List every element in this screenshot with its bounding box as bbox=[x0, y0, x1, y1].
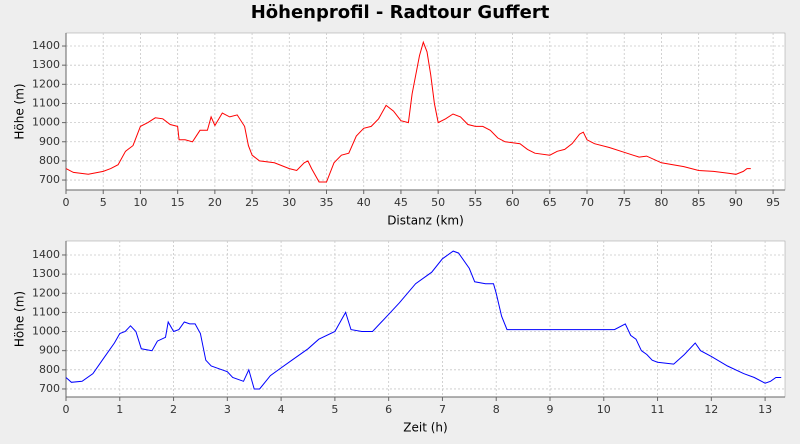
y-tick-label: 900 bbox=[39, 344, 60, 357]
x-tick-label: 9 bbox=[546, 403, 553, 416]
x-tick-label: 35 bbox=[320, 196, 334, 209]
x-tick-label: 80 bbox=[654, 196, 668, 209]
y-tick-label: 1200 bbox=[32, 286, 60, 299]
x-tick-label: 13 bbox=[758, 403, 772, 416]
x-tick-label: 0 bbox=[63, 403, 70, 416]
x-tick-label: 95 bbox=[766, 196, 780, 209]
y-tick-label: 1300 bbox=[32, 58, 60, 71]
y-tick-label: 1400 bbox=[32, 39, 60, 52]
x-tick-label: 25 bbox=[245, 196, 259, 209]
elevation-line bbox=[65, 250, 782, 390]
x-axis-label: Distanz (km) bbox=[387, 214, 464, 228]
plot-area bbox=[65, 240, 786, 398]
elevation-line bbox=[65, 40, 751, 183]
x-tick-label: 90 bbox=[729, 196, 743, 209]
chart-title: Höhenprofil - Radtour Guffert bbox=[251, 2, 550, 23]
x-tick-label: 11 bbox=[651, 403, 665, 416]
x-tick-label: 65 bbox=[543, 196, 557, 209]
x-tick-label: 15 bbox=[171, 196, 185, 209]
x-tick-label: 5 bbox=[331, 403, 338, 416]
x-tick-label: 12 bbox=[704, 403, 718, 416]
x-tick-label: 2 bbox=[170, 403, 177, 416]
y-tick-label: 800 bbox=[39, 363, 60, 376]
y-tick-label: 1400 bbox=[32, 248, 60, 261]
x-tick-label: 75 bbox=[617, 196, 631, 209]
x-tick-label: 55 bbox=[468, 196, 482, 209]
y-tick-label: 800 bbox=[39, 154, 60, 167]
x-tick-label: 50 bbox=[431, 196, 445, 209]
x-tick-label: 70 bbox=[580, 196, 594, 209]
y-tick-label: 1000 bbox=[32, 116, 60, 129]
y-tick-label: 1100 bbox=[32, 305, 60, 318]
x-tick-label: 7 bbox=[439, 403, 446, 416]
y-tick-label: 1300 bbox=[32, 267, 60, 280]
y-tick-label: 1100 bbox=[32, 96, 60, 109]
x-tick-label: 30 bbox=[282, 196, 296, 209]
x-tick-label: 4 bbox=[278, 403, 285, 416]
y-axis-label: Höhe (m) bbox=[13, 83, 27, 139]
x-tick-label: 85 bbox=[692, 196, 706, 209]
y-tick-label: 700 bbox=[39, 382, 60, 395]
y-tick-label: 700 bbox=[39, 173, 60, 186]
plot-area bbox=[65, 32, 786, 191]
x-tick-label: 6 bbox=[385, 403, 392, 416]
x-tick-label: 40 bbox=[357, 196, 371, 209]
y-tick-label: 900 bbox=[39, 135, 60, 148]
x-axis-label: Zeit (h) bbox=[403, 421, 447, 435]
x-tick-label: 20 bbox=[208, 196, 222, 209]
x-tick-label: 10 bbox=[597, 403, 611, 416]
x-tick-label: 10 bbox=[133, 196, 147, 209]
x-tick-label: 0 bbox=[63, 196, 70, 209]
x-tick-label: 3 bbox=[224, 403, 231, 416]
y-axis-label: Höhe (m) bbox=[13, 291, 27, 347]
x-tick-label: 5 bbox=[100, 196, 107, 209]
x-tick-label: 8 bbox=[493, 403, 500, 416]
y-tick-label: 1200 bbox=[32, 77, 60, 90]
x-tick-label: 1 bbox=[116, 403, 123, 416]
y-tick-label: 1000 bbox=[32, 325, 60, 338]
x-tick-label: 45 bbox=[394, 196, 408, 209]
x-tick-label: 60 bbox=[506, 196, 520, 209]
